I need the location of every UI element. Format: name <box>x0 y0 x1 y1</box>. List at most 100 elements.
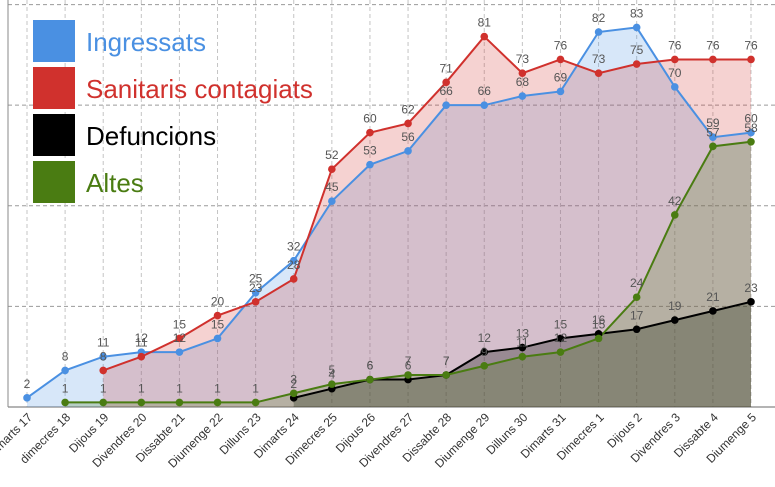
point <box>518 352 527 361</box>
point <box>709 142 717 151</box>
point <box>480 32 489 41</box>
legend-swatch <box>33 20 75 62</box>
point <box>61 366 69 375</box>
data-label: 24 <box>630 276 644 290</box>
point <box>328 380 336 388</box>
point <box>632 293 641 302</box>
data-label: 68 <box>516 75 530 89</box>
point <box>366 128 374 137</box>
data-label: 45 <box>325 180 339 194</box>
point <box>251 288 260 297</box>
point <box>480 348 489 356</box>
data-label: 20 <box>211 295 225 309</box>
point <box>747 128 755 137</box>
data-label: 7 <box>405 354 412 368</box>
point <box>289 389 298 398</box>
data-label: 11 <box>135 336 148 350</box>
data-label: 7 <box>443 354 450 368</box>
data-label: 42 <box>668 194 682 208</box>
data-label: 70 <box>668 66 682 80</box>
point <box>366 375 374 384</box>
point <box>556 87 565 96</box>
data-label: 25 <box>249 272 263 286</box>
point <box>556 334 565 343</box>
point <box>213 334 222 343</box>
legend: Ingressats Sanitaris contagiats Defuncions… <box>33 20 313 203</box>
data-label: 15 <box>211 317 225 331</box>
data-label: 82 <box>592 11 606 25</box>
data-label: 12 <box>173 331 187 345</box>
point <box>670 55 679 64</box>
data-label: 16 <box>592 313 606 327</box>
point <box>404 371 412 379</box>
point <box>99 366 108 375</box>
point <box>251 298 260 306</box>
data-label: 1 <box>62 381 69 395</box>
point <box>518 92 527 100</box>
point <box>670 316 679 324</box>
point <box>99 352 108 361</box>
point <box>137 352 146 361</box>
data-label: 2 <box>24 377 31 391</box>
data-label: 76 <box>744 38 758 52</box>
data-label: 23 <box>249 281 263 295</box>
point <box>670 211 679 219</box>
series-line-1 <box>102 35 751 372</box>
data-label: 12 <box>554 331 568 345</box>
data-label: 4 <box>328 368 335 382</box>
data-label: 1 <box>214 381 221 395</box>
data-label: 15 <box>173 317 187 331</box>
point <box>289 275 298 283</box>
data-label: 52 <box>325 148 339 162</box>
data-label: 8 <box>62 349 69 363</box>
point <box>594 28 603 36</box>
data-label: 71 <box>439 61 453 75</box>
point <box>251 398 260 407</box>
data-label: 76 <box>554 38 568 52</box>
point <box>61 398 69 407</box>
area-1 <box>103 36 752 408</box>
point <box>175 348 184 356</box>
point <box>747 298 755 306</box>
point <box>709 133 717 141</box>
legend-label: Ingressats <box>86 27 206 57</box>
data-label: 6 <box>367 359 374 373</box>
data-label: 17 <box>630 308 644 322</box>
data-label: 11 <box>97 336 110 350</box>
data-label: 62 <box>401 102 415 116</box>
data-label: 12 <box>478 331 492 345</box>
point <box>442 78 450 87</box>
point <box>632 23 641 32</box>
data-label: 21 <box>706 290 720 304</box>
point <box>99 398 108 407</box>
legend-swatch <box>33 67 75 109</box>
point <box>709 55 717 64</box>
data-label: 8 <box>100 349 107 363</box>
point <box>594 69 603 77</box>
data-label: 13 <box>516 327 530 341</box>
data-label: 75 <box>630 43 644 57</box>
data-label: 1 <box>252 381 259 395</box>
point <box>175 398 184 407</box>
point <box>632 60 641 68</box>
point <box>366 160 374 169</box>
data-label: 12 <box>135 331 149 345</box>
data-label: 6 <box>367 359 374 373</box>
data-label: 1 <box>176 381 183 395</box>
point <box>404 119 412 128</box>
point <box>632 325 641 334</box>
data-label: 32 <box>287 240 301 254</box>
data-label: 56 <box>401 130 415 144</box>
data-label: 19 <box>668 299 682 313</box>
point <box>556 55 565 64</box>
data-label: 7 <box>443 354 450 368</box>
data-label: 60 <box>363 112 377 126</box>
point <box>709 307 717 315</box>
data-label: 15 <box>554 317 568 331</box>
data-label: 66 <box>478 84 492 98</box>
area-0 <box>27 27 751 407</box>
data-label: 2 <box>290 377 297 391</box>
